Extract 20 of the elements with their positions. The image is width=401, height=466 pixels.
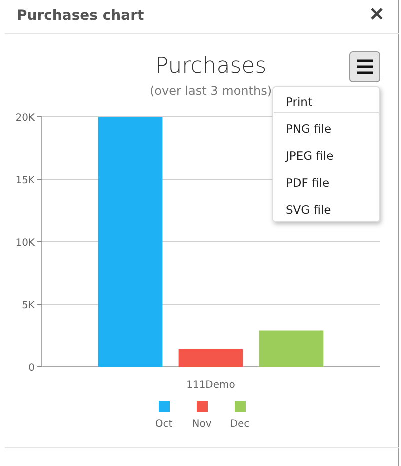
annotation: SVG file xyxy=(286,203,332,217)
bar xyxy=(178,350,244,367)
y-tick-label: 10K xyxy=(16,238,36,249)
text: Purchases chart xyxy=(17,8,144,24)
bar xyxy=(98,117,163,367)
annotation: PNG file xyxy=(286,122,332,136)
y-tick-label: 5K xyxy=(22,300,36,312)
annotation: PDF file xyxy=(286,176,330,190)
y-tick-label: 20K xyxy=(16,113,36,124)
annotation: JPEG file xyxy=(285,149,334,163)
bar xyxy=(259,330,324,367)
legend-label: Nov xyxy=(192,419,212,430)
x-tick-label: 111Demo xyxy=(186,380,236,391)
y-tick-label: 0 xyxy=(28,363,35,374)
legend-label: Oct xyxy=(155,419,173,430)
y-tick-label: 15K xyxy=(16,176,36,186)
chart-title: Purchases xyxy=(155,54,267,79)
chart-subtitle: (over last 3 months) xyxy=(150,84,272,98)
legend-label: Dec xyxy=(230,419,250,430)
text: Print xyxy=(286,95,312,109)
